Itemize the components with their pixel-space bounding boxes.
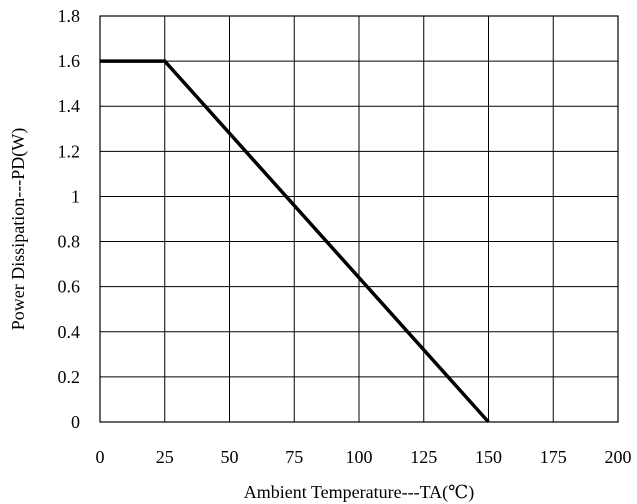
y-tick-label: 0.4 <box>58 322 81 342</box>
x-axis-title: Ambient Temperature---TA(℃) <box>244 482 475 503</box>
y-tick-label: 0.6 <box>58 277 81 297</box>
y-tick-label: 1 <box>71 186 80 206</box>
x-tick-label: 100 <box>346 447 373 467</box>
y-tick-label: 0.8 <box>58 232 81 252</box>
y-tick-label: 1.2 <box>58 141 81 161</box>
grid <box>100 16 618 422</box>
x-tick-label: 200 <box>605 447 632 467</box>
x-tick-label: 75 <box>285 447 303 467</box>
plot-frame <box>99 15 619 423</box>
y-tick-labels: 0 0.2 0.4 0.6 0.8 1 1.2 1.4 1.6 1.8 <box>58 6 81 432</box>
x-tick-labels: 0 25 50 75 100 125 150 175 200 <box>96 447 632 467</box>
series-layer <box>100 59 490 424</box>
y-tick-label: 0 <box>71 412 80 432</box>
y-axis-title: Power Dissipation---PD(W) <box>8 128 29 330</box>
x-tick-label: 25 <box>156 447 174 467</box>
y-tick-label: 1.6 <box>58 51 81 71</box>
y-tick-label: 1.8 <box>58 6 81 26</box>
y-tick-label: 0.2 <box>58 367 81 387</box>
x-tick-label: 0 <box>96 447 105 467</box>
x-tick-label: 150 <box>475 447 502 467</box>
derating-curve-line <box>100 59 490 424</box>
x-tick-label: 175 <box>540 447 567 467</box>
y-tick-label: 1.4 <box>58 96 81 116</box>
x-tick-label: 125 <box>410 447 437 467</box>
x-tick-label: 50 <box>221 447 239 467</box>
